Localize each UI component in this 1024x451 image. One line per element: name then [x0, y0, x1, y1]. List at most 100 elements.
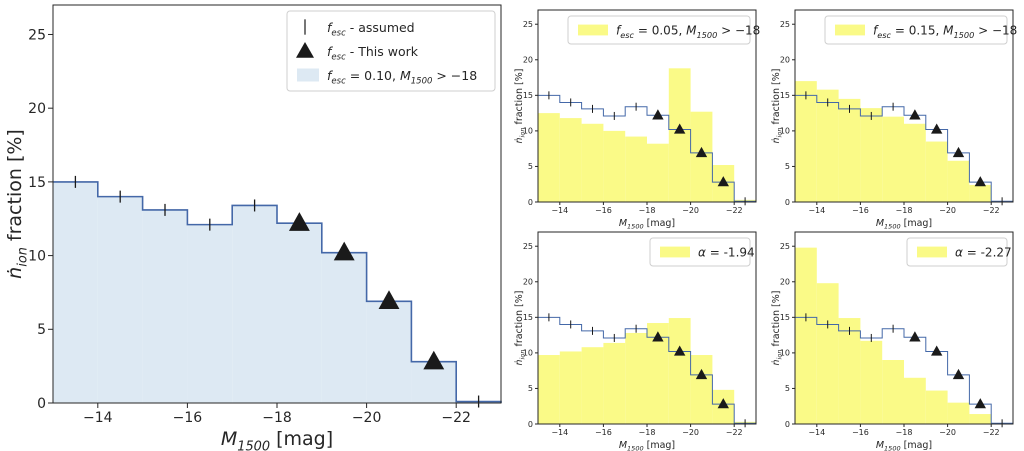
legend-box [824, 15, 1008, 45]
bar-7 [947, 160, 970, 202]
y-tick-label: 10 [523, 349, 533, 358]
x-tick-label: −18 [262, 410, 292, 426]
y-tick-label: 5 [528, 384, 533, 393]
bar-3 [860, 108, 883, 202]
bar-5 [904, 377, 926, 424]
bar-1 [559, 351, 582, 424]
x-tick-label: −20 [939, 428, 956, 437]
legend-box [286, 10, 496, 92]
bar-7 [947, 402, 970, 424]
y-tick-label: 10 [523, 127, 533, 136]
y-tick-label: 5 [785, 384, 790, 393]
x-tick-label: −16 [595, 428, 612, 437]
bar-8 [969, 414, 992, 424]
y-tick-label: 15 [523, 313, 533, 322]
legend: fesc​ - assumed fesc​ - This work fesc​ = … [286, 10, 496, 92]
x-tick-label: −14 [808, 206, 825, 215]
assumed-step-line [538, 316, 757, 424]
assumed-step-line [795, 316, 1014, 424]
bar-1 [816, 283, 839, 424]
bar-4 [625, 136, 647, 202]
bar-3 [860, 340, 883, 424]
bar-6 [925, 390, 948, 424]
legend-label-0: fesc​ = 0.15, M1500​ > −18 [873, 24, 1017, 40]
bar-2 [581, 347, 604, 424]
x-axis-label: M1500​ [mag] [876, 218, 932, 231]
panel-1: −14 −16 −18 −20 −22 0 5 10 15 20 25 M1500​ [mag] ṅio… [514, 9, 760, 231]
this-work-marker-0 [909, 109, 921, 120]
assumed-step-line [538, 94, 757, 202]
this-work-marker-2 [952, 368, 965, 380]
y-axis-label: ṅion​ fraction [%] [4, 129, 30, 279]
bar-3 [603, 342, 626, 424]
bar-5 [647, 323, 669, 424]
bar-0 [538, 113, 560, 202]
this-work-marker-3 [717, 398, 729, 409]
this-work-marker-2 [695, 368, 708, 380]
y-axis-label: ṅion​ fraction [%] [771, 69, 784, 144]
bar-0 [795, 81, 817, 202]
y-tick-label: 20 [523, 56, 533, 65]
y-tick-label: 10 [780, 349, 790, 358]
legend-this-work-marker [296, 42, 314, 58]
bar-4 [625, 332, 647, 424]
assumed-step-line [795, 94, 1014, 202]
this-work-marker-1 [674, 123, 686, 134]
y-axis-label: ṅion​ fraction [%] [514, 291, 527, 366]
this-work-marker-0 [652, 331, 664, 342]
panel-4: −14 −16 −18 −20 −22 0 5 10 15 20 25 M1500​ [mag] ṅio… [771, 231, 1014, 451]
legend-patch [660, 246, 690, 258]
x-tick-label: −22 [441, 410, 471, 426]
bar-3 [187, 224, 233, 403]
bar-5 [647, 143, 669, 202]
this-work-marker-3 [974, 176, 986, 187]
panel-2: −14 −16 −18 −20 −22 0 5 10 15 20 25 M1500​ [mag] ṅio… [771, 9, 1017, 231]
this-work-marker-2 [695, 146, 708, 158]
legend: α = -2.27 [906, 237, 1012, 267]
y-tick-label: 15 [780, 313, 790, 322]
this-work-marker-0 [288, 212, 310, 231]
y-tick-label: 0 [528, 198, 533, 207]
x-tick-label: −22 [983, 206, 1000, 215]
bar-6 [321, 252, 367, 403]
x-tick-label: −16 [173, 410, 203, 426]
y-tick-label: 0 [37, 396, 46, 412]
bar-3 [603, 130, 626, 202]
y-tick-label: 25 [780, 20, 790, 29]
bar-0 [53, 181, 98, 403]
bar-6 [925, 141, 948, 202]
legend-box [649, 237, 751, 267]
y-tick-label: 20 [523, 278, 533, 287]
y-tick-label: 5 [528, 162, 533, 171]
x-tick-label: −18 [896, 428, 913, 437]
panel-0: −14 −16 −18 −20 −22 0 5 10 15 20 25 M1500​ [mag] ṅio… [4, 4, 502, 451]
this-work-marker-3 [717, 176, 729, 187]
x-tick-label: −22 [983, 428, 1000, 437]
legend-label-2: fesc​ = 0.10, M1500​ > −18 [327, 68, 477, 87]
x-tick-label: −16 [595, 206, 612, 215]
bar-7 [366, 301, 412, 403]
y-axis-label: ṅion​ fraction [%] [514, 69, 527, 144]
this-work-marker-0 [652, 109, 664, 120]
x-tick-label: −18 [896, 206, 913, 215]
bar-2 [142, 209, 188, 403]
legend: fesc​ = 0.05, M1500​ > −18 [567, 15, 760, 45]
legend-box [906, 237, 1008, 267]
x-tick-label: −14 [808, 428, 825, 437]
legend-label-0: fesc​ = 0.05, M1500​ > −18 [616, 24, 760, 40]
y-tick-label: 25 [523, 242, 533, 251]
legend-patch [917, 246, 947, 258]
legend-label-0: fesc​ - assumed [327, 20, 415, 39]
x-tick-label: −20 [682, 206, 699, 215]
y-tick-label: 15 [780, 91, 790, 100]
bar-6 [668, 68, 691, 202]
bar-2 [581, 123, 604, 202]
y-tick-label: 5 [785, 162, 790, 171]
y-tick-label: 15 [523, 91, 533, 100]
legend-label-1: fesc​ - This work [327, 44, 419, 63]
bar-1 [816, 89, 839, 202]
y-tick-label: 20 [780, 278, 790, 287]
x-axis-label: M1500​ [mag] [619, 218, 675, 231]
y-tick-label: 20 [28, 101, 46, 117]
assumed-step-line [53, 181, 502, 403]
